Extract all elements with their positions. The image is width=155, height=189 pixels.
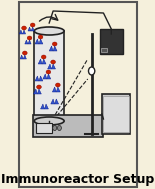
Polygon shape <box>53 46 57 51</box>
Polygon shape <box>41 104 44 109</box>
Ellipse shape <box>38 35 43 39</box>
Polygon shape <box>47 74 51 79</box>
Ellipse shape <box>46 70 51 74</box>
Ellipse shape <box>34 117 64 125</box>
Polygon shape <box>23 55 26 59</box>
Circle shape <box>58 125 61 130</box>
FancyBboxPatch shape <box>101 48 107 52</box>
Text: Immunoreactor Setup: Immunoreactor Setup <box>1 173 154 185</box>
Polygon shape <box>39 76 43 81</box>
FancyBboxPatch shape <box>100 29 123 54</box>
Ellipse shape <box>51 60 55 64</box>
FancyBboxPatch shape <box>19 2 137 187</box>
Polygon shape <box>22 30 26 34</box>
Polygon shape <box>28 27 31 31</box>
Ellipse shape <box>27 36 32 40</box>
Polygon shape <box>48 64 52 69</box>
Polygon shape <box>35 76 39 81</box>
Polygon shape <box>44 104 48 109</box>
Ellipse shape <box>22 51 27 55</box>
Polygon shape <box>28 40 31 44</box>
Polygon shape <box>42 59 46 64</box>
Polygon shape <box>25 40 28 44</box>
FancyBboxPatch shape <box>33 115 103 137</box>
Polygon shape <box>56 87 60 92</box>
FancyBboxPatch shape <box>36 123 52 133</box>
Ellipse shape <box>37 85 41 89</box>
Ellipse shape <box>22 26 26 30</box>
Polygon shape <box>55 99 59 104</box>
Polygon shape <box>43 74 47 79</box>
Polygon shape <box>39 39 43 44</box>
Polygon shape <box>31 27 34 31</box>
Polygon shape <box>37 89 41 94</box>
Ellipse shape <box>34 27 64 35</box>
Ellipse shape <box>30 23 35 27</box>
Polygon shape <box>35 39 39 44</box>
FancyBboxPatch shape <box>103 96 129 132</box>
Circle shape <box>53 125 57 130</box>
Ellipse shape <box>41 55 46 59</box>
Ellipse shape <box>55 83 60 87</box>
Polygon shape <box>49 46 53 51</box>
FancyBboxPatch shape <box>102 94 130 134</box>
Polygon shape <box>51 99 55 104</box>
Polygon shape <box>52 64 55 69</box>
Polygon shape <box>33 89 37 94</box>
Polygon shape <box>20 55 23 59</box>
Ellipse shape <box>52 42 57 46</box>
Polygon shape <box>19 30 22 34</box>
Circle shape <box>89 67 95 75</box>
FancyBboxPatch shape <box>34 31 64 121</box>
Polygon shape <box>52 87 56 92</box>
Polygon shape <box>38 59 42 64</box>
